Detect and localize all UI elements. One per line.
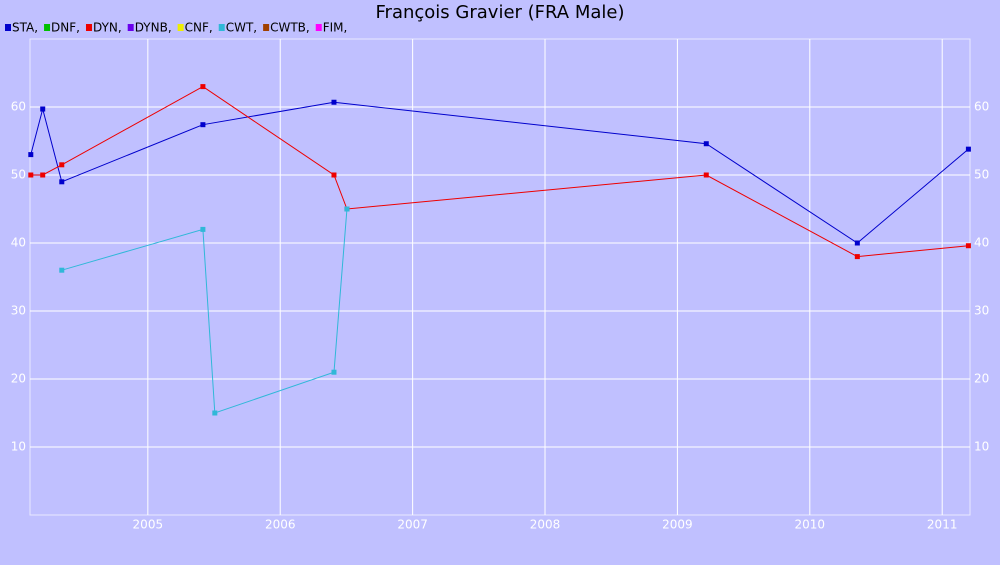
x-tick-label: 2011 (927, 518, 958, 532)
legend-label: DYN, (93, 21, 122, 35)
data-point (703, 172, 709, 178)
data-point (965, 146, 971, 152)
plot-frame (29, 38, 971, 516)
y-tick-label: 40 (11, 236, 26, 250)
legend-label: DYNB, (135, 21, 172, 35)
data-point (200, 122, 206, 128)
x-tick-label: 2009 (662, 518, 693, 532)
chart-title: François Gravier (FRA Male) (376, 2, 625, 23)
series-line (30, 101, 969, 244)
x-tick-label: 2006 (265, 518, 296, 532)
data-point (331, 172, 337, 178)
data-point (854, 240, 860, 246)
data-point (200, 226, 206, 232)
legend-label: CNF, (185, 21, 213, 35)
legend-label: FIM, (323, 21, 348, 35)
legend-swatch (85, 24, 92, 31)
x-tick-label: 2010 (795, 518, 826, 532)
y-tick-label: 20 (11, 372, 26, 386)
legend-swatch (263, 24, 270, 31)
legend-label: STA, (12, 21, 38, 35)
legend-swatch (5, 24, 11, 31)
legend-swatch (218, 24, 225, 31)
legend-label: DNF, (51, 21, 80, 35)
legend-swatch (315, 24, 322, 31)
x-tick-label: 2007 (397, 518, 428, 532)
data-point (28, 172, 34, 178)
data-point (200, 84, 206, 90)
y-tick-label: 30 (11, 304, 26, 318)
y2-tick-label: 20 (974, 372, 989, 386)
x-tick-label: 2008 (530, 518, 561, 532)
y-tick-label: 10 (11, 440, 26, 454)
y2-tick-label: 50 (974, 168, 989, 182)
data-point (854, 254, 860, 260)
legend-swatch (127, 24, 134, 31)
data-point (965, 243, 971, 249)
legend-swatch (44, 24, 51, 31)
data-point (28, 152, 34, 158)
y2-tick-label: 30 (974, 304, 989, 318)
data-point (212, 410, 218, 416)
data-point (59, 267, 65, 273)
x-tick-label: 2005 (133, 518, 164, 532)
y2-tick-label: 40 (974, 236, 989, 250)
y-tick-label: 60 (11, 100, 26, 114)
data-point (703, 141, 709, 147)
data-point (344, 206, 350, 212)
data-point (331, 99, 337, 105)
data-point (40, 106, 46, 112)
data-point (331, 369, 337, 375)
y2-tick-label: 10 (974, 440, 989, 454)
data-point (40, 172, 46, 178)
legend-label: CWTB, (270, 21, 310, 35)
data-point (59, 179, 65, 185)
legend-label: CWT, (226, 21, 257, 35)
data-point (59, 162, 65, 168)
y-tick-label: 50 (11, 168, 26, 182)
legend-swatch (177, 24, 184, 31)
y2-tick-label: 60 (974, 100, 989, 114)
